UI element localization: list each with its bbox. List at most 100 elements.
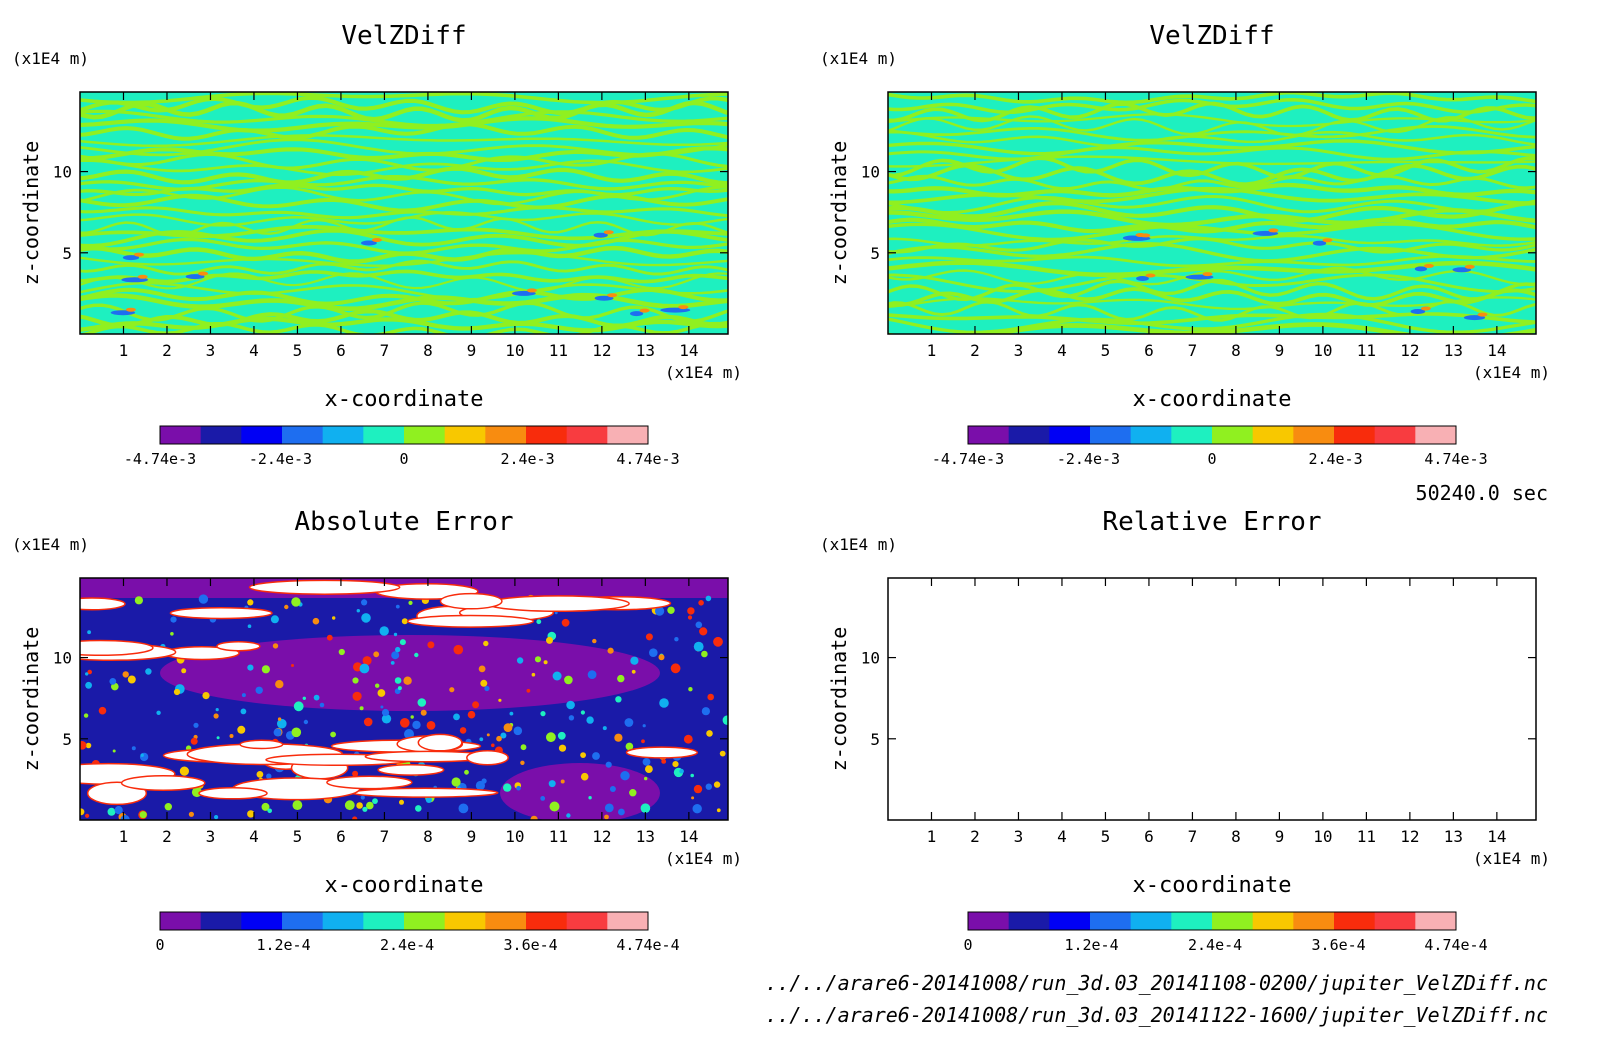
heatmap-blob (478, 665, 486, 673)
heatmap-blob (145, 668, 152, 675)
heatmap-blob (140, 753, 144, 757)
colorbar-label: -2.4e-3 (249, 450, 312, 468)
colorbar: 0 1.2e-4 2.4e-4 3.6e-4 4.74e-4 (963, 911, 1488, 954)
heatmap-band (888, 322, 1536, 334)
heatmap-blob (261, 665, 270, 674)
heatmap-band (80, 321, 728, 334)
heatmap-blob (484, 685, 490, 692)
heatmap-blob (395, 646, 401, 653)
heatmap-saturated (406, 614, 535, 628)
x-tick-label: 8 (1231, 827, 1241, 846)
y-tick-label: 5 (62, 244, 72, 263)
heatmap-blob (403, 676, 412, 685)
heatmap-blob (604, 803, 614, 813)
colorbar-swatch (282, 426, 324, 444)
heatmap-blob (390, 661, 395, 665)
heatmap-blob (394, 677, 402, 684)
x-axis-label: x-coordinate (1133, 873, 1292, 898)
file-path-2: ../../arare6-20141008/run_3d.03_20141122… (765, 1003, 1548, 1027)
heatmap-blob (458, 803, 469, 814)
heatmap-blob (605, 761, 612, 768)
heatmap-blob (674, 637, 679, 642)
heatmap-anomaly (1410, 309, 1426, 314)
heatmap-saturated (216, 640, 261, 652)
heatmap-blob (420, 709, 427, 716)
heatmap-band (80, 146, 728, 163)
heatmap-blob (688, 687, 693, 692)
colorbar-label: 2.4e-4 (1188, 936, 1242, 954)
heatmap-blob (520, 760, 525, 765)
colorbar-label: 4.74e-3 (616, 450, 679, 468)
heatmap-anomaly (1463, 315, 1486, 321)
heatmap-blob (332, 616, 336, 620)
heatmap-blob (554, 611, 558, 615)
heatmap-blob (586, 716, 594, 724)
colorbar-swatch (160, 912, 202, 930)
heatmap-blob (480, 679, 488, 687)
heatmap-blob (293, 701, 304, 712)
x-tick-label: 11 (1357, 341, 1376, 360)
heatmap-blob (229, 734, 234, 738)
colorbar-label: 0 (399, 450, 408, 468)
colorbar-swatch (1415, 426, 1457, 444)
heatmap-band (80, 301, 728, 323)
heatmap-blob (188, 811, 194, 817)
heatmap-blob (326, 634, 333, 641)
heatmap-blob (312, 617, 320, 625)
heatmap-blob (352, 691, 362, 701)
y-tick-label: 10 (53, 163, 72, 182)
heatmap-anomaly (1452, 267, 1472, 273)
heatmap-band (888, 222, 1536, 242)
y-tick-label: 10 (861, 163, 880, 182)
heatmap-blob (642, 724, 646, 728)
colorbar-swatch (1293, 912, 1335, 930)
heatmap-blob (241, 693, 246, 698)
heatmap-band (888, 237, 1536, 254)
heatmap-band (80, 122, 728, 141)
heatmap-blob (213, 713, 219, 719)
heatmap-blob (698, 600, 704, 606)
heatmap-blob (661, 759, 667, 764)
heatmap-saturated (417, 733, 463, 752)
heatmap-anomaly (1202, 272, 1213, 277)
heatmap-blob (399, 639, 406, 646)
heatmap-band (888, 125, 1536, 142)
colorbar-swatch (968, 912, 1010, 930)
heatmap-blob (659, 698, 669, 708)
x-tick-label: 6 (336, 827, 346, 846)
y-tick-label: 5 (870, 730, 880, 749)
colorbar-swatch (1171, 912, 1213, 930)
heatmap-anomaly (198, 271, 209, 276)
colorbar-swatch (1212, 912, 1254, 930)
x-tick-label: 13 (1444, 827, 1463, 846)
heatmap-saturated (625, 746, 699, 759)
heatmap-blob (303, 719, 309, 725)
heatmap-saturated (169, 606, 273, 620)
colorbar-swatch (485, 426, 527, 444)
heatmap-blob (302, 696, 306, 700)
x-tick-label: 8 (423, 827, 433, 846)
heatmap-blob (270, 615, 279, 624)
colorbar-swatch (1008, 426, 1050, 444)
y-tick-label: 10 (861, 649, 880, 668)
heatmap-band (888, 194, 1536, 215)
heatmap-blob (83, 713, 89, 718)
heatmap-blob (475, 780, 485, 791)
x-tick-label: 10 (505, 341, 524, 360)
heatmap-blob (261, 802, 270, 811)
x-tick-label: 7 (1188, 827, 1198, 846)
heatmap-band (888, 139, 1536, 156)
colorbar-label: 1.2e-4 (1064, 936, 1118, 954)
heatmap-region (160, 635, 660, 711)
heatmap-blob (85, 813, 90, 818)
heatmap-blob (362, 656, 372, 666)
colorbar-swatch (363, 426, 405, 444)
heatmap-band (888, 278, 1536, 302)
x-tick-label: 9 (467, 827, 477, 846)
heatmap-blob (275, 680, 284, 689)
colorbar-swatch (1171, 426, 1213, 444)
colorbar-swatch (282, 912, 324, 930)
colorbar-swatch (444, 912, 486, 930)
